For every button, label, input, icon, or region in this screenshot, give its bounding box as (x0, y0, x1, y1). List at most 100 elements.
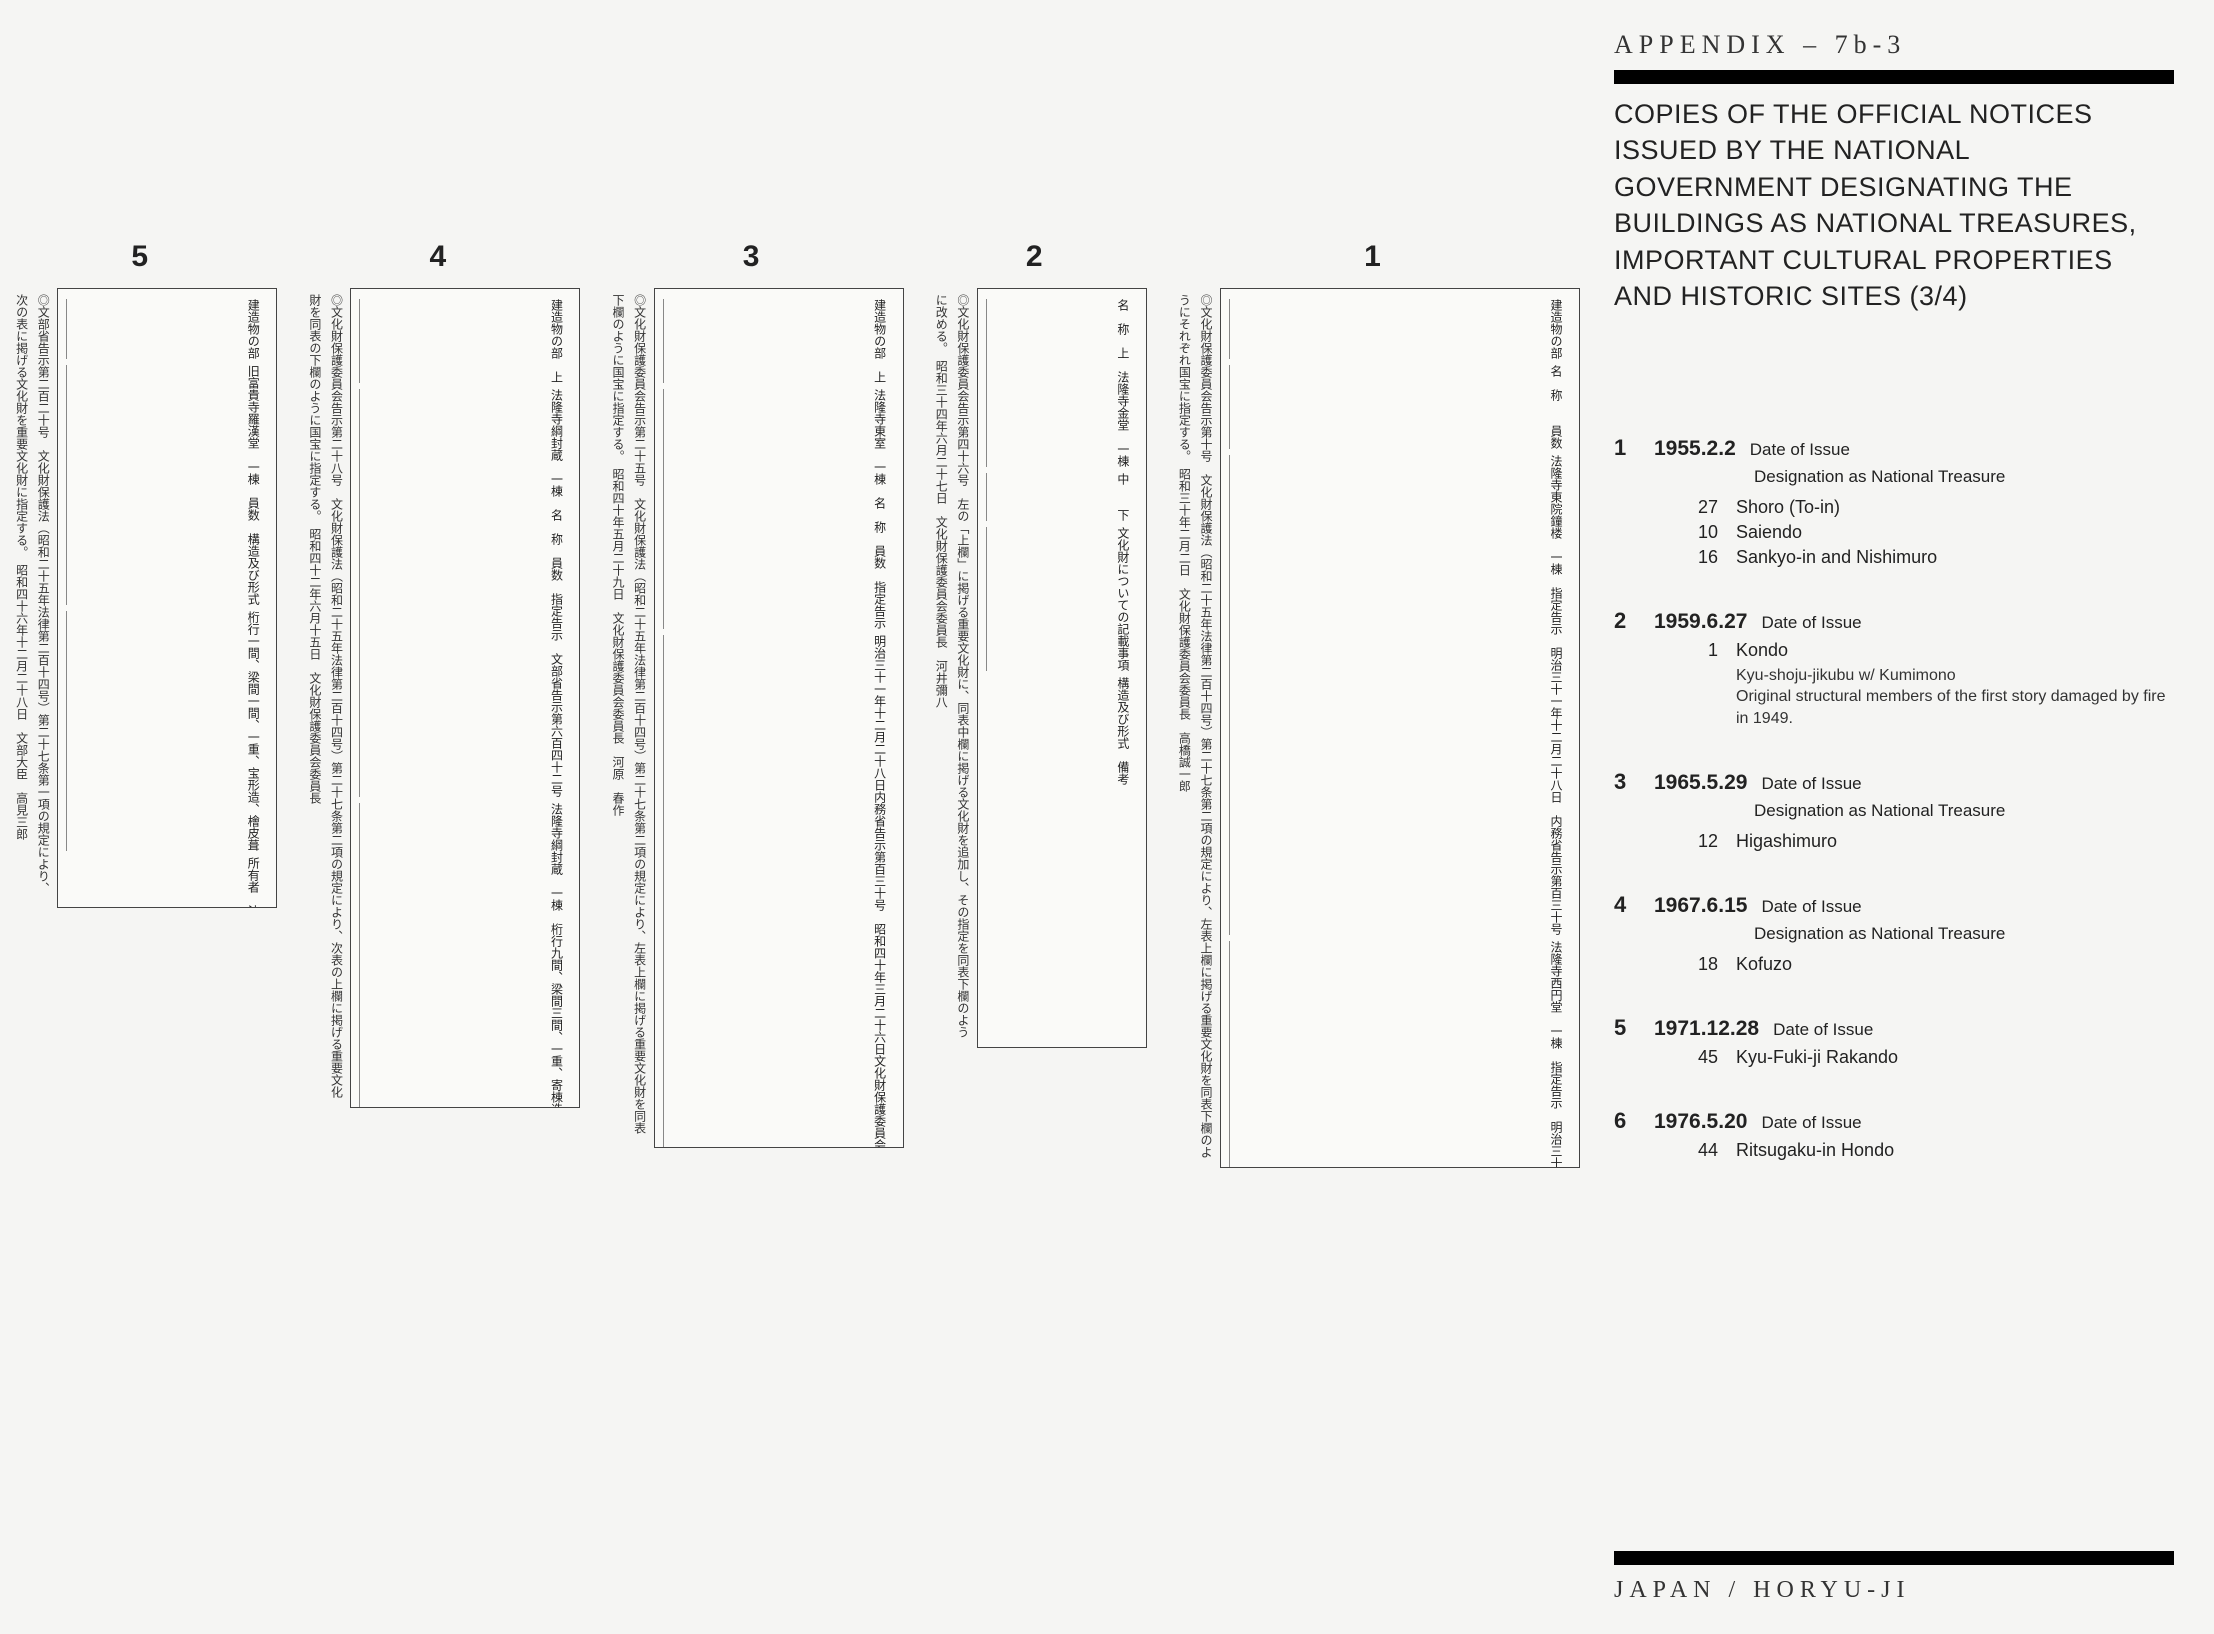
footer: JAPAN / HORYU-JI (1614, 1551, 2174, 1604)
item-number: 45 (1674, 1047, 1718, 1068)
entry-item: 18 Kofuzo (1674, 954, 2174, 975)
entry-number: 3 (1614, 769, 1654, 795)
notice-table: 建造物の部旧富貴寺羅漢堂 一棟 員数 構造及び形式桁行一間、梁間一間、一重、宝形… (57, 288, 277, 908)
notice-column: 建造物の部 (66, 299, 268, 359)
notices-area: 1 ◎文化財保護委員会告示第十号 文化財保護法（昭和二十五年法律第二百十四号）第二… (40, 240, 1580, 1340)
item-name: Kondo (1736, 640, 2174, 661)
item-name: Sankyo-in and Nishimuro (1736, 547, 2174, 568)
item-number: 16 (1674, 547, 1718, 568)
notice: 1 ◎文化財保護委員会告示第十号 文化財保護法（昭和二十五年法律第二百十四号）第二… (1165, 240, 1580, 1168)
entry-note: Original structural members of the first… (1736, 686, 2174, 729)
notice-column: 明治三十一年十二月二十八日内務省告示第百三十号 昭和四十年三月二十六日文化財保護… (663, 635, 895, 1148)
notice-number: 5 (131, 240, 148, 274)
notice-column: 法隆寺綱封蔵 一棟 名 称 員数 指定告示 文部省告示第六百四十二号 (359, 389, 571, 797)
entry-items: 27 Shoro (To-in) 10 Saiendo 16 Sankyo-in and … (1674, 497, 2174, 568)
entry-number: 1 (1614, 435, 1654, 461)
notice: 5 ◎文部省告示第二百二十号 文化財保護法（昭和二十五年法律第二百十四号）第二十七… (2, 240, 277, 908)
notice-table: 建造物の部 上法隆寺東室 一棟 名 称 員数 指定告示明治三十一年十二月二十八日… (654, 288, 904, 1148)
item-number: 1 (1674, 640, 1718, 661)
entry-label: Date of Issue (1773, 1020, 1873, 1040)
footer-text: JAPAN / HORYU-JI (1614, 1577, 2174, 1604)
notice-table: 建造物の部名 称 員数法隆寺東院鐘楼 一棟 指定告示 明治三十一年十二月二十八日… (1220, 288, 1580, 1168)
entry-item: 27 Shoro (To-in) (1674, 497, 2174, 518)
entry-number: 4 (1614, 892, 1654, 918)
item-name: Kofuzo (1736, 954, 2174, 975)
entry-items: 18 Kofuzo (1674, 954, 2174, 975)
entry-date: 1965.5.29 (1654, 771, 1747, 795)
footer-rule (1614, 1551, 2174, 1565)
entry: 31965.5.29 Date of Issue Designation as Na… (1614, 769, 2174, 852)
item-name: Higashimuro (1736, 831, 2174, 852)
item-name: Kyu-Fuki-ji Rakando (1736, 1047, 2174, 1068)
item-number: 12 (1674, 831, 1718, 852)
notice-number: 2 (1026, 240, 1043, 274)
notice-number: 3 (743, 240, 760, 274)
entry-item: 12 Higashimuro (1674, 831, 2174, 852)
notice-preamble: ◎文化財保護委員会告示第二十八号 文化財保護法（昭和二十五年法律第二百十四号）第… (299, 288, 350, 1108)
entry-note: Kyu-shoju-jikubu w/ Kumimono (1736, 665, 2174, 687)
notice-column: 所有者 法隆寺 所在の場所 奈良県生駒郡斑鳩町大字法隆寺 (66, 857, 268, 908)
entry-item: 1 Kondo (1674, 640, 2174, 661)
notice-column: 名 称 上 法隆寺金堂 一棟 (986, 299, 1138, 467)
notice-table: 名 称 上 法隆寺金堂 一棟中 下文化財についての記載事項構造及び形式 備考 (977, 288, 1147, 1048)
right-panel: APPENDIX – 7b-3 COPIES OF THE OFFICIAL N… (1614, 30, 2174, 1201)
notice-column: 旧富貴寺羅漢堂 一棟 員数 構造及び形式 (66, 365, 268, 605)
entry-number: 6 (1614, 1108, 1654, 1134)
notice-column: 法隆寺西円堂 一棟 指定告示 明治三十一年十二月二十八日 内務省告示第百三十号 (1229, 941, 1571, 1168)
entry-date: 1971.12.28 (1654, 1017, 1759, 1041)
notice-column: 建造物の部 (1229, 299, 1571, 359)
notice-preamble: ◎文化財保護委員会告示第十号 文化財保護法（昭和二十五年法律第二百十四号）第二十… (1169, 288, 1220, 1168)
notice-column: 法隆寺東室 一棟 名 称 員数 指定告示 (663, 389, 895, 629)
notice-table: 建造物の部 上法隆寺綱封蔵 一棟 名 称 員数 指定告示 文部省告示第六百四十二… (350, 288, 580, 1108)
notice-column: 建造物の部 上 (359, 299, 571, 383)
entry-label: Date of Issue (1761, 897, 1861, 917)
entry: 11955.2.2Date of IssueDesignation as Nat… (1614, 435, 2174, 568)
notice-column: 建造物の部 上 (663, 299, 895, 383)
entry-date: 1955.2.2 (1654, 437, 1736, 461)
notice-number: 4 (430, 240, 447, 274)
item-number: 10 (1674, 522, 1718, 543)
page-title: COPIES OF THE OFFICIAL NOTICES ISSUED BY… (1614, 96, 2174, 315)
entry-items: 45 Kyu-Fuki-ji Rakando (1674, 1047, 2174, 1068)
notice-column: 名 称 員数 (1229, 365, 1571, 449)
notice-column: 法隆寺東院鐘楼 一棟 指定告示 明治三十一年十二月二十八日 内務省告示第百三十号 (1229, 455, 1571, 935)
notice-number: 1 (1364, 240, 1381, 274)
entry-label: Date of Issue (1761, 613, 1861, 633)
notice-preamble: ◎文部省告示第二百二十号 文化財保護法（昭和二十五年法律第二百十四号）第二十七条… (6, 288, 57, 908)
entry: 41967.6.15Date of IssueDesignation as Na… (1614, 892, 2174, 975)
entry-date: 1959.6.27 (1654, 610, 1747, 634)
notice-column: 中 下 (986, 473, 1138, 521)
notice: 3 ◎文化財保護委員会告示第二十五号 文化財保護法（昭和二十五年法律第二百十四号）… (598, 240, 903, 1148)
entry-items: 44Ritsugaku-in Hondo (1674, 1140, 2174, 1161)
entry-item: 10 Saiendo (1674, 522, 2174, 543)
entry-item: 16 Sankyo-in and Nishimuro (1674, 547, 2174, 568)
notice-column: 文化財についての記載事項 (986, 527, 1138, 671)
header-rule (1614, 70, 2174, 84)
entry: 51971.12.28 Date of Issue 45 Kyu-Fuki-ji Ra… (1614, 1015, 2174, 1068)
appendix-label: APPENDIX – 7b-3 (1614, 30, 2174, 60)
item-name: Saiendo (1736, 522, 2174, 543)
entry-item: 45 Kyu-Fuki-ji Rakando (1674, 1047, 2174, 1068)
entry-number: 5 (1614, 1015, 1654, 1041)
notice-column: 桁行一間、梁間一間、一重、宝形造、檜皮葺 (66, 611, 268, 851)
item-number: 44 (1674, 1140, 1718, 1161)
entry-items: 12 Higashimuro (1674, 831, 2174, 852)
item-name: Shoro (To-in) (1736, 497, 2174, 518)
entry-subtitle: Designation as National Treasure (1754, 801, 2174, 821)
item-number: 27 (1674, 497, 1718, 518)
notice: 4 ◎文化財保護委員会告示第二十八号 文化財保護法（昭和二十五年法律第二百十四号）… (295, 240, 580, 1108)
entries-list: 11955.2.2Date of IssueDesignation as Nat… (1614, 435, 2174, 1162)
notice-column: 法隆寺綱封蔵 一棟 桁行九間、梁間三間、一重、寄棟造、本瓦葺 (359, 803, 571, 1108)
entry-date: 1967.6.15 (1654, 894, 1747, 918)
notice-preamble: ◎文化財保護委員会告示第二十五号 文化財保護法（昭和二十五年法律第二百十四号）第… (602, 288, 653, 1148)
entry-number: 2 (1614, 608, 1654, 634)
entry-item: 44Ritsugaku-in Hondo (1674, 1140, 2174, 1161)
entry-date: 1976.5.20 (1654, 1110, 1747, 1134)
entry: 61976.5.20Date of Issue44Ritsugaku-in Ho… (1614, 1108, 2174, 1161)
entry-label: Date of Issue (1761, 774, 1861, 794)
notice-column: 構造及び形式 備考 (986, 677, 1138, 785)
notice: 2◎文化財保護委員会告示第四十六号 左の「上欄」に掲げる重要文化財に、同表中欄に… (922, 240, 1147, 1048)
item-number: 18 (1674, 954, 1718, 975)
entry-items: 1 Kondo (1674, 640, 2174, 661)
entry-subtitle: Designation as National Treasure (1754, 467, 2174, 487)
